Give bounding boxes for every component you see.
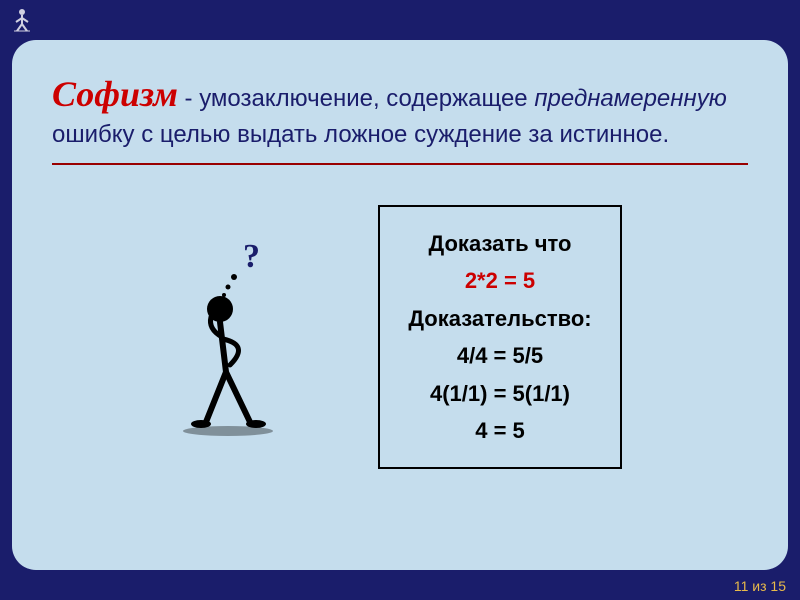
definition-emphasis: преднамеренную <box>534 85 726 112</box>
definition-block: Софизм - умозаключение, содержащее предн… <box>52 70 748 165</box>
proof-line-3: Доказательство: <box>408 300 591 337</box>
proof-line-1: Доказать что <box>408 225 591 262</box>
page-total: 15 <box>770 578 786 594</box>
slide-card: Софизм - умозаключение, содержащее предн… <box>12 40 788 570</box>
proof-line-4: 4/4 = 5/5 <box>408 337 591 374</box>
proof-box: Доказать что 2*2 = 5 Доказательство: 4/4… <box>378 205 621 469</box>
thinking-figure-icon: ? <box>178 237 318 437</box>
definition-text-1: умозаключение, содержащее <box>199 85 534 112</box>
corner-icon <box>12 8 32 32</box>
definition-dash: - <box>178 85 199 112</box>
page-current: 11 <box>734 578 749 594</box>
term: Софизм <box>52 74 178 114</box>
proof-line-6: 4 = 5 <box>408 412 591 449</box>
body-area: ? <box>52 205 748 469</box>
page-counter: 11 из 15 <box>734 578 786 594</box>
proof-line-2: 2*2 = 5 <box>408 262 591 299</box>
definition-text-2: ошибку с целью выдать ложное суждение за… <box>52 121 669 148</box>
page-sep: из <box>748 578 770 594</box>
proof-line-5: 4(1/1) = 5(1/1) <box>408 375 591 412</box>
svg-text:?: ? <box>243 238 260 275</box>
